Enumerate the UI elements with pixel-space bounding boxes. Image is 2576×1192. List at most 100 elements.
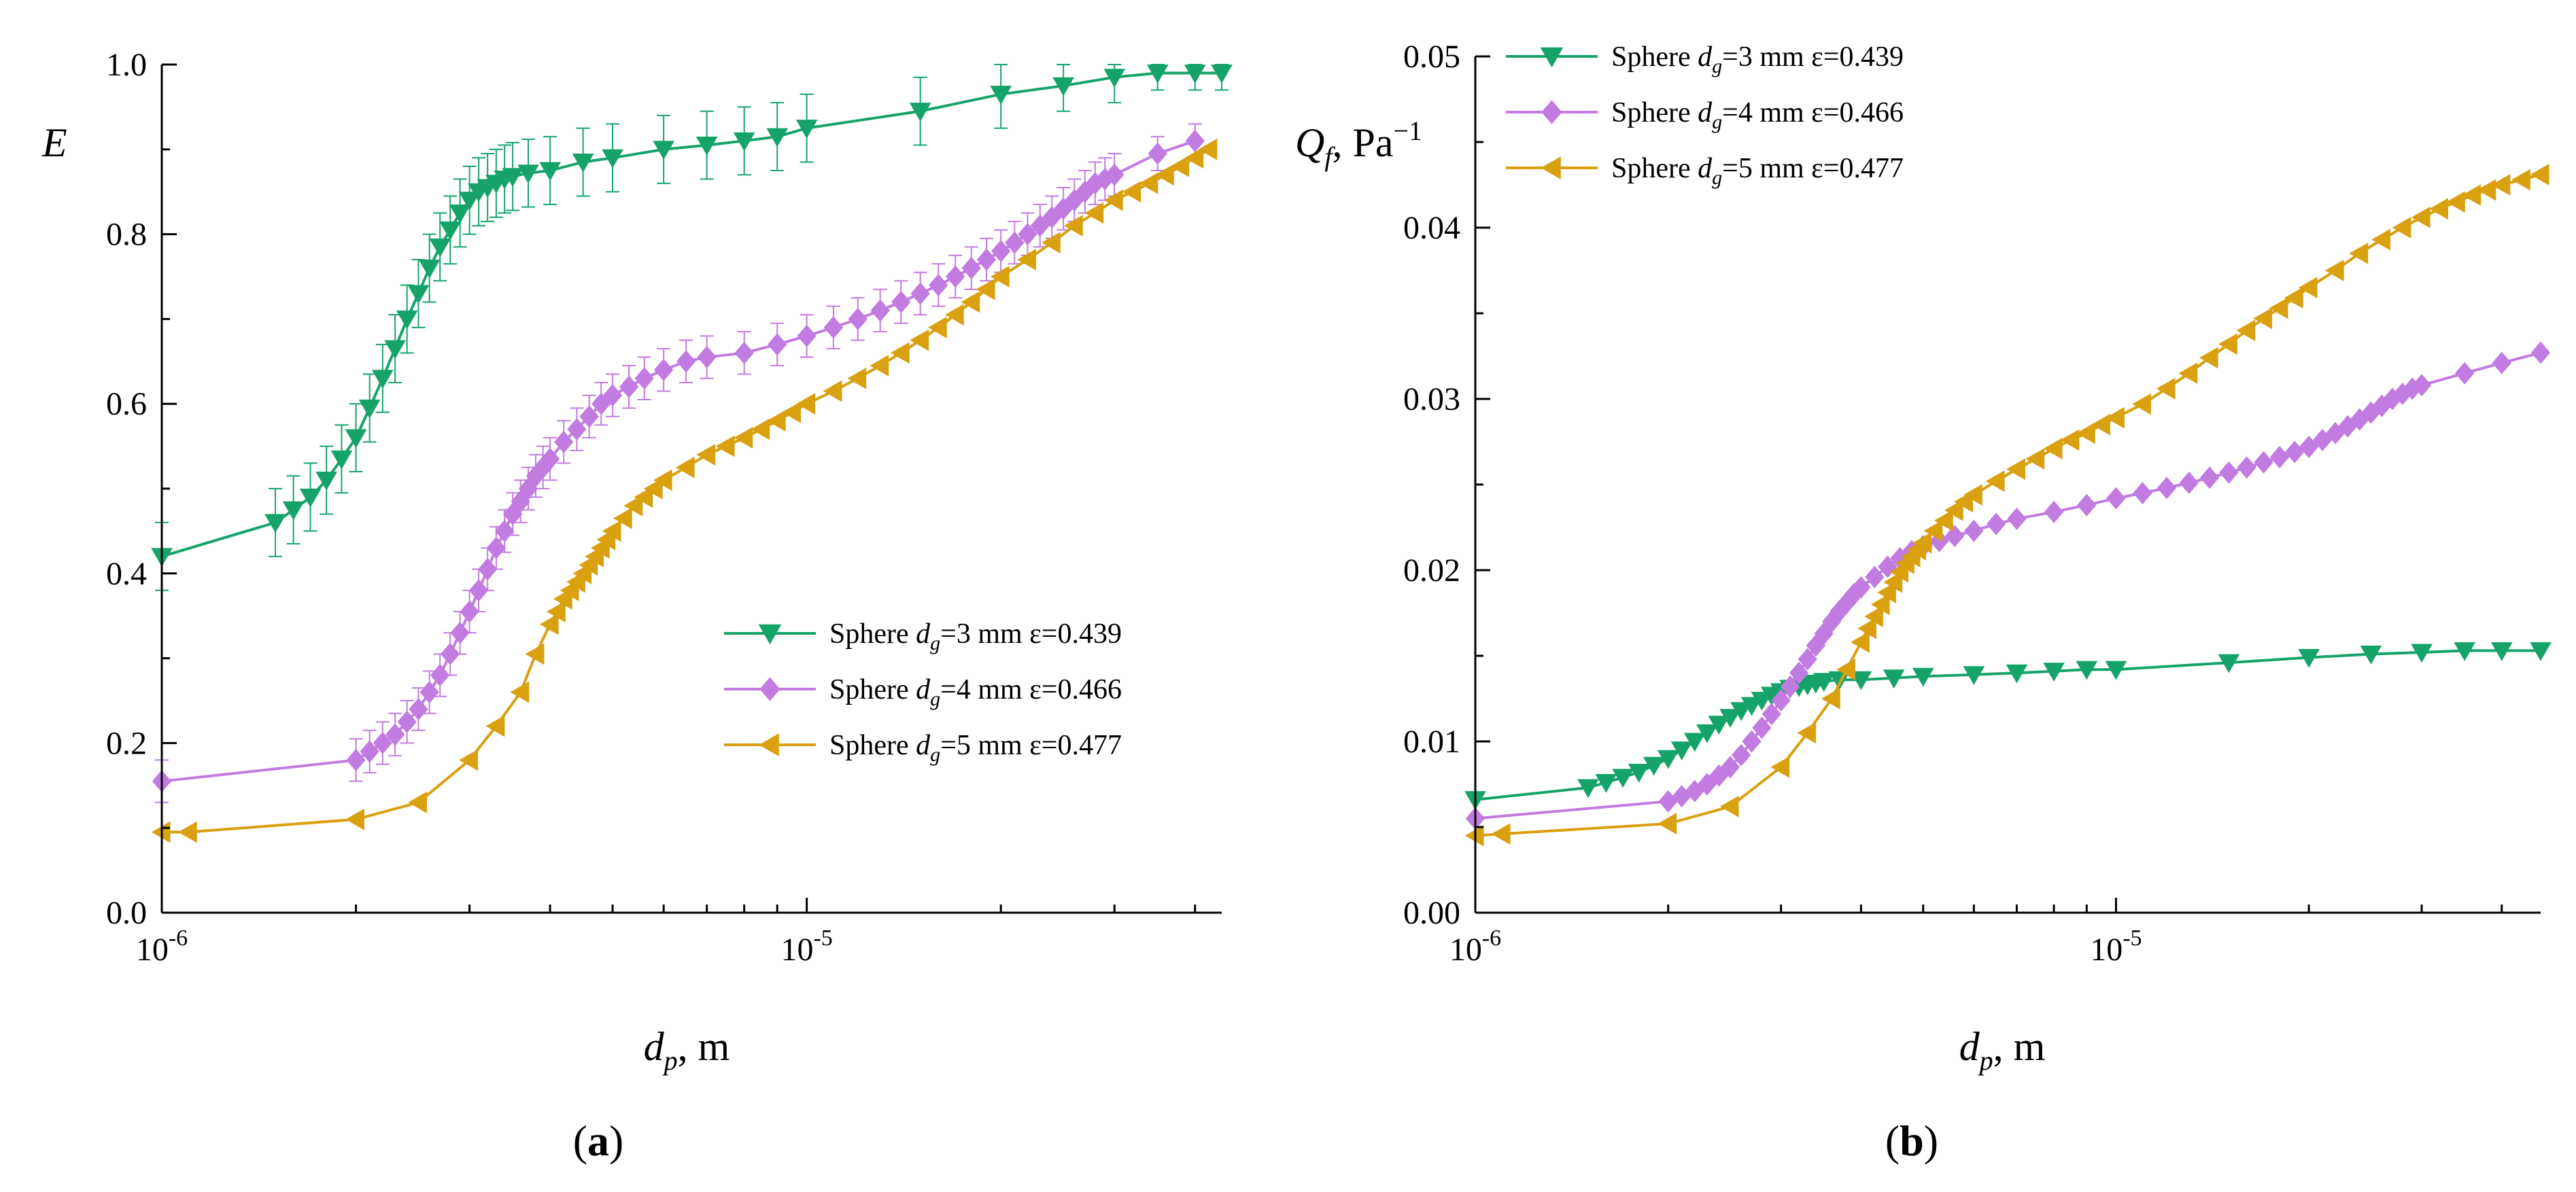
legend-entry: Sphere dg=3 mm ε=0.439 (724, 618, 1122, 654)
x-axis-title: dp, m (1959, 1024, 2046, 1076)
legend-marker (1540, 47, 1564, 68)
data-point (1577, 779, 1599, 799)
data-point (1052, 77, 1074, 97)
y-tick-label: 0.03 (1403, 381, 1460, 417)
data-point (1103, 69, 1126, 88)
data-point (2006, 458, 2025, 480)
data-point (929, 273, 948, 296)
data-point (1964, 519, 1984, 542)
legend-marker (1541, 156, 1561, 179)
y-tick-label: 0.00 (1403, 895, 1460, 931)
axes (1474, 56, 2541, 914)
y-tick-label: 1.0 (106, 47, 147, 83)
data-point (2491, 174, 2511, 196)
y-axis-title: E (41, 120, 67, 165)
data-point (643, 478, 663, 499)
data-point (1064, 215, 1083, 236)
panel-a: 0.0 0.2 0.4 0.6 0.8 1.0 10-6 10-5 dp, m E Sphere d… (41, 47, 1233, 1165)
data-point (525, 643, 545, 665)
data-point (1184, 64, 1206, 84)
data-point (1670, 741, 1693, 760)
legend-entry: Sphere dg=4 mm ε=0.466 (1506, 97, 1904, 133)
series-1 (151, 64, 1233, 591)
data-point (408, 791, 427, 813)
y-tick-label: 0.04 (1403, 210, 1460, 246)
data-point (990, 266, 1010, 287)
data-point (1883, 571, 1903, 593)
data-point (2060, 429, 2080, 451)
y-tick-label: 0.6 (106, 386, 147, 422)
data-point (409, 697, 428, 720)
data-point (2269, 297, 2288, 319)
data-point (345, 808, 365, 830)
data-point (2411, 644, 2433, 663)
data-point (1813, 673, 1835, 693)
data-point (910, 329, 929, 351)
data-point (695, 137, 718, 156)
data-point (2043, 663, 2065, 682)
data-point (1719, 709, 1741, 728)
data-point (2157, 476, 2177, 499)
data-point (2219, 461, 2239, 484)
data-point (429, 238, 451, 258)
data-point (478, 558, 498, 581)
data-point (1595, 773, 1617, 793)
data-point (733, 132, 755, 152)
data-point (1658, 813, 1677, 835)
data-point (2044, 500, 2064, 523)
data-point (2007, 507, 2027, 530)
data-point (1139, 172, 1158, 194)
data-point (1720, 756, 1740, 779)
y-tick-label: 0.01 (1403, 724, 1460, 760)
data-point (315, 472, 338, 491)
data-point (1851, 576, 1871, 599)
y-axis-title: Qf, Pa−1 (1295, 116, 1422, 172)
data-point (1730, 702, 1752, 721)
data-point (634, 367, 654, 390)
data-point (1752, 716, 1772, 739)
data-point (264, 514, 286, 533)
data-point (2156, 378, 2176, 400)
data-point (2530, 164, 2549, 186)
data-point (1708, 716, 1730, 735)
data-point (991, 240, 1011, 263)
legend-label: Sphere dg=5 mm ε=0.477 (1611, 153, 1904, 189)
data-point (1030, 214, 1050, 237)
data-point (1042, 232, 1061, 253)
data-point (1719, 795, 1739, 818)
legend: Sphere dg=3 mm ε=0.439 Sphere dg=4 mm ε=0… (1506, 41, 1904, 189)
data-point (2076, 422, 2095, 444)
data-point (2025, 448, 2045, 470)
data-point (1864, 606, 1883, 627)
data-point (2371, 228, 2390, 251)
data-point (1084, 202, 1104, 224)
data-point (419, 681, 439, 704)
data-point (961, 291, 980, 313)
data-point (623, 495, 643, 516)
data-point (653, 141, 675, 160)
data-point (751, 418, 770, 440)
data-point (397, 710, 417, 733)
data-point (2298, 277, 2318, 299)
data-point (2269, 446, 2290, 469)
data-point (2530, 341, 2551, 364)
data-point (2105, 661, 2127, 680)
data-point (554, 430, 574, 453)
data-point (1789, 661, 1809, 684)
data-point (460, 600, 479, 623)
data-point (1005, 231, 1025, 254)
data-point (766, 128, 789, 147)
data-point (2299, 436, 2319, 459)
data-point (396, 310, 418, 330)
legend-label: Sphere dg=5 mm ε=0.477 (829, 730, 1122, 766)
data-point (2236, 319, 2256, 342)
data-point (697, 346, 717, 369)
data-point (2091, 413, 2110, 436)
data-point (870, 299, 890, 322)
data-point (870, 355, 889, 376)
data-point (1821, 688, 1840, 709)
data-point (1122, 181, 1141, 203)
data-point (2511, 169, 2530, 191)
data-point (2218, 333, 2237, 355)
